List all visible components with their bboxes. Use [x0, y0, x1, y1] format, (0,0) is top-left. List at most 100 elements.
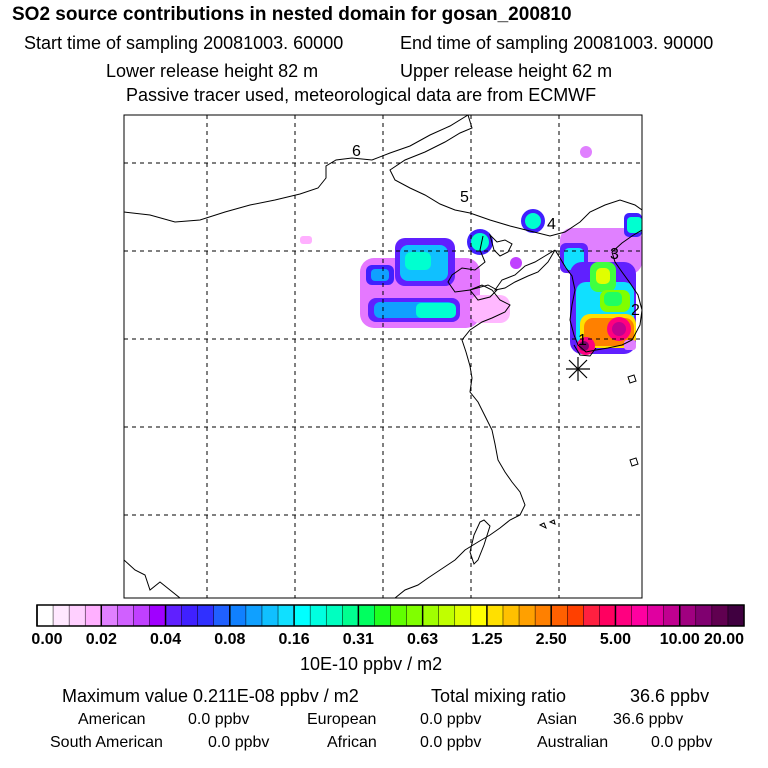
colorbar-swatch — [711, 605, 729, 626]
colorbar-tick-label: 0.63 — [407, 631, 439, 648]
colorbar-swatch — [647, 605, 665, 626]
plume-ncp-core-a-hi — [405, 252, 431, 270]
colorbar-swatch — [37, 605, 54, 626]
colorbar-swatch — [679, 605, 697, 626]
plume-small-a — [510, 257, 522, 269]
colorbar-swatch — [245, 605, 263, 626]
colorbar-swatch — [133, 605, 151, 626]
colorbar-swatch — [117, 605, 135, 626]
map-frame — [123, 114, 643, 599]
colorbar-swatch — [631, 605, 649, 626]
american-label: American — [78, 711, 146, 728]
colorbar-swatch — [326, 605, 343, 626]
plume-faint-west — [300, 236, 312, 244]
european-value: 0.0 ppbv — [420, 711, 482, 728]
colorbar-tick-label: 0.00 — [31, 631, 63, 648]
concentration-field — [300, 146, 642, 355]
max-value-label: Maximum value 0.211E-08 ppbv / m2 — [62, 686, 359, 706]
australian-value: 0.0 ppbv — [651, 734, 713, 751]
colorbar — [37, 605, 745, 626]
region-label-1: 1 — [578, 332, 587, 349]
coastlines — [124, 115, 642, 598]
colorbar-swatch — [454, 605, 472, 626]
tracer-info-label: Passive tracer used, meteorological data… — [126, 85, 597, 105]
colorbar-swatch — [551, 605, 568, 626]
colorbar-swatch — [470, 605, 488, 626]
south-american-value: 0.0 ppbv — [208, 734, 270, 751]
colorbar-swatch — [663, 605, 681, 626]
plume-ncp-core-b-in — [371, 269, 389, 281]
colorbar-swatch — [85, 605, 102, 626]
plume-region5-in — [471, 233, 489, 251]
colorbar-tick-label: 0.31 — [342, 631, 374, 648]
colorbar-swatch — [422, 605, 440, 626]
plume-ncp-core-c-hi — [416, 303, 456, 318]
lower-release-label: Lower release height 82 m — [106, 61, 319, 81]
plume-north-dot — [580, 146, 592, 158]
colorbar-swatch — [695, 605, 713, 626]
plume-ncp-haze — [470, 295, 510, 323]
african-value: 0.0 ppbv — [420, 734, 482, 751]
colorbar-swatch — [390, 605, 408, 626]
end-time-label: End time of sampling 20081003. 90000 — [400, 33, 714, 53]
colorbar-tick-label: 20.00 — [703, 631, 745, 648]
total-mixing-label: Total mixing ratio — [431, 686, 567, 706]
receptor-star-icon — [566, 357, 590, 381]
total-mixing-value: 36.6 ppbv — [630, 686, 710, 706]
colorbar-swatch — [374, 605, 392, 626]
american-value: 0.0 ppbv — [188, 711, 250, 728]
colorbar-swatch — [213, 605, 231, 626]
colorbar-swatch — [149, 605, 167, 626]
region-label-3: 3 — [610, 246, 619, 263]
colorbar-swatch — [294, 605, 311, 626]
region-label-5: 5 — [460, 189, 469, 206]
colorbar-swatch — [583, 605, 600, 626]
colorbar-tick-label: 0.04 — [149, 631, 182, 648]
colorbar-swatch — [567, 605, 584, 626]
colorbar-swatch — [53, 605, 70, 626]
plume-region4-in — [525, 213, 541, 229]
plume-korea-hotspot-east-core — [612, 322, 626, 336]
plume-ne-core-in — [627, 217, 642, 233]
colorbar-swatch — [502, 605, 520, 626]
colorbar-swatch — [535, 605, 552, 626]
colorbar-swatch — [181, 605, 199, 626]
colorbar-tick-label: 10.00 — [659, 631, 700, 648]
plume-korea-core-green — [604, 292, 622, 306]
australian-label: Australian — [537, 734, 609, 751]
start-time-label: Start time of sampling 20081003. 60000 — [24, 33, 344, 53]
south-american-label: South American — [50, 734, 163, 751]
colorbar-swatch — [101, 605, 118, 626]
colorbar-swatch — [406, 605, 424, 626]
colorbar-swatch — [310, 605, 327, 626]
region-label-6: 6 — [352, 143, 361, 160]
plot-title: SO2 source contributions in nested domai… — [12, 4, 572, 25]
colorbar-tick-label: 2.50 — [535, 631, 567, 648]
colorbar-swatch — [197, 605, 215, 626]
colorbar-swatch — [278, 605, 295, 626]
colorbar-tick-label: 0.16 — [278, 631, 310, 648]
asian-value: 36.6 ppbv — [613, 711, 684, 728]
plume-korea-yellow — [596, 268, 610, 284]
colorbar-tick-label: 1.25 — [471, 631, 503, 648]
african-label: African — [327, 734, 377, 751]
colorbar-swatch — [69, 605, 86, 626]
colorbar-tick-label: 0.08 — [214, 631, 246, 648]
colorbar-swatch — [599, 605, 617, 626]
colorbar-swatch — [519, 605, 536, 626]
colorbar-swatch — [229, 605, 247, 626]
colorbar-swatch — [438, 605, 456, 626]
colorbar-swatch — [615, 605, 633, 626]
colorbar-frame — [36, 604, 745, 627]
colorbar-swatch — [261, 605, 279, 626]
european-label: European — [307, 711, 377, 728]
colorbar-tick-label: 0.02 — [85, 631, 117, 648]
colorbar-swatch — [727, 605, 745, 626]
colorbar-swatch — [358, 605, 376, 626]
colorbar-swatch — [342, 605, 359, 626]
colorbar-swatch — [165, 605, 183, 626]
region-label-4: 4 — [547, 216, 556, 233]
region-label-2: 2 — [631, 302, 640, 319]
colorbar-swatch — [486, 605, 504, 626]
